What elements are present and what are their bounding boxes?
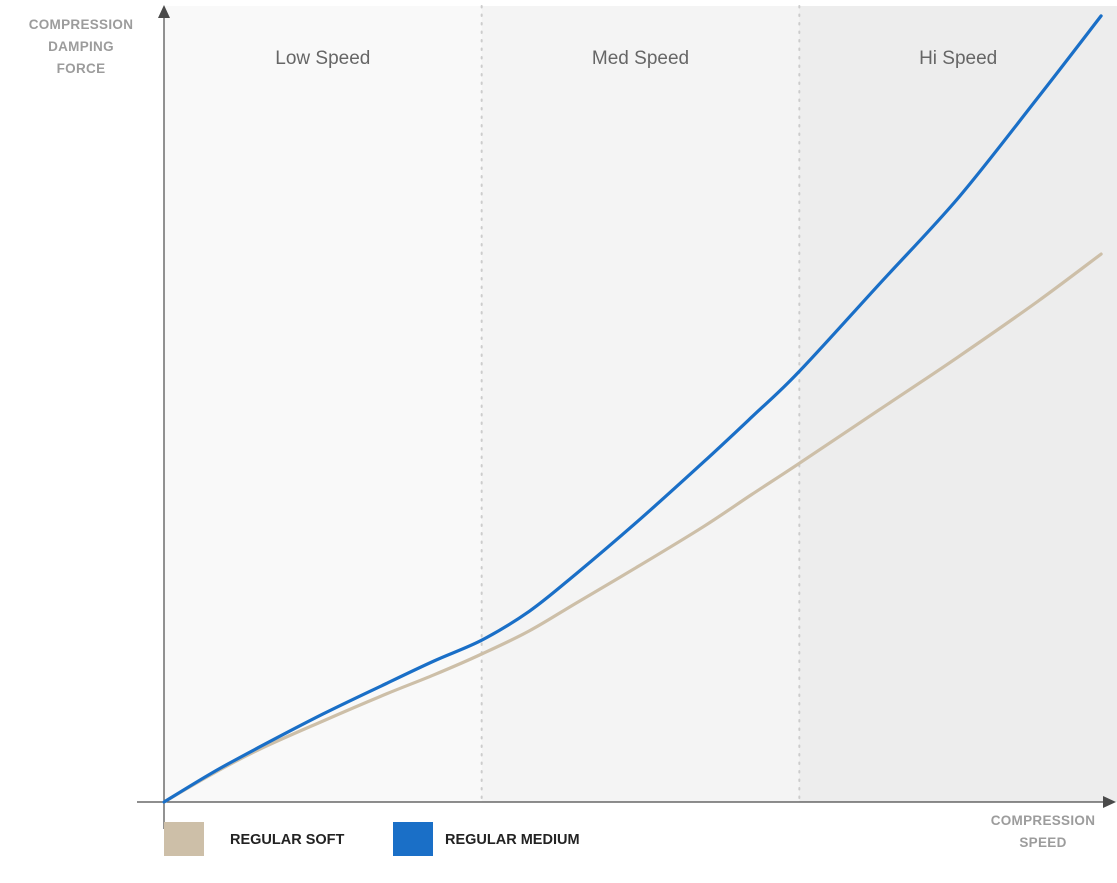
series-line-regular-soft	[162, 252, 1103, 804]
x-axis	[137, 796, 1116, 808]
legend-swatch-regular-medium	[393, 822, 433, 856]
zone-label-low-speed: Low Speed	[275, 48, 370, 69]
speed-zones	[164, 6, 1117, 802]
y-axis-arrow-icon	[158, 5, 170, 18]
zone-labels: Low Speed Med Speed Hi Speed	[275, 48, 997, 69]
zone-band-low-speed	[164, 6, 482, 802]
zone-dividers	[480, 5, 801, 803]
zone-band-med-speed	[481, 6, 800, 802]
x-axis-title-line-1: COMPRESSION	[991, 813, 1096, 828]
series-line-regular-medium	[162, 14, 1103, 804]
y-axis-title-line-1: COMPRESSION	[29, 17, 134, 32]
zone-label-hi-speed: Hi Speed	[919, 48, 997, 69]
series-lines	[162, 14, 1103, 804]
y-axis	[158, 5, 170, 829]
legend-label-regular-medium: REGULAR MEDIUM	[445, 832, 580, 848]
zone-label-med-speed: Med Speed	[592, 48, 689, 69]
y-axis-title-line-3: FORCE	[57, 61, 106, 76]
legend-swatch-regular-soft	[164, 822, 204, 856]
x-axis-arrow-icon	[1103, 796, 1116, 808]
y-axis-title: COMPRESSION DAMPING FORCE	[29, 17, 134, 76]
x-axis-title-line-2: SPEED	[1019, 835, 1066, 850]
legend: REGULAR SOFT REGULAR MEDIUM	[164, 822, 580, 856]
zone-band-hi-speed	[799, 6, 1117, 802]
legend-label-regular-soft: REGULAR SOFT	[230, 832, 345, 848]
x-axis-title: COMPRESSION SPEED	[991, 813, 1096, 850]
y-axis-title-line-2: DAMPING	[48, 39, 114, 54]
